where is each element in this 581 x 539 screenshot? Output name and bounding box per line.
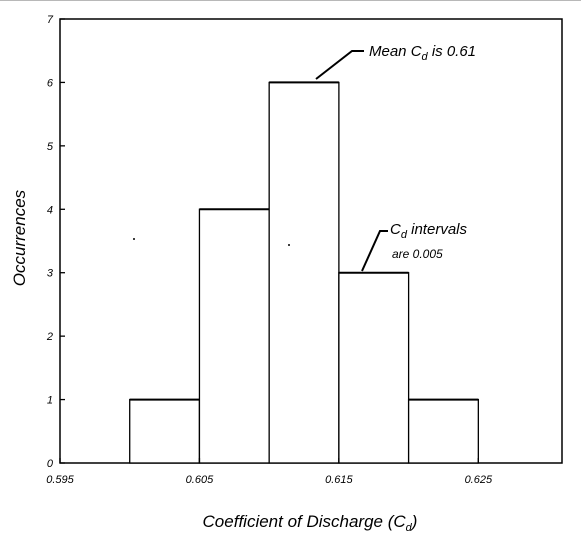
y-tick-label: 0 — [47, 458, 54, 470]
x-tick-label: 0.625 — [465, 474, 493, 486]
y-tick-label: 6 — [47, 77, 54, 89]
mean-annotation-leader — [315, 50, 364, 80]
x-axis-label-close: ) — [410, 512, 418, 531]
speck-dot — [288, 244, 290, 246]
y-tick-label: 2 — [46, 331, 53, 343]
y-ticks: 0 1 2 3 4 5 6 7 — [46, 14, 65, 470]
speck-dot — [133, 238, 135, 240]
interval-annotation-line1: Cd intervals — [390, 221, 467, 241]
y-axis-label: Occurrences — [10, 189, 29, 286]
interval-annotation-leader — [361, 230, 388, 272]
y-tick-label: 3 — [47, 268, 54, 280]
interval-annotation-line2: are 0.005 — [392, 247, 443, 261]
histogram-bar — [407, 398, 479, 464]
x-tick-label: 0.615 — [325, 474, 353, 486]
y-tick-label: 4 — [47, 204, 53, 216]
x-tick-label: 0.595 — [46, 474, 74, 486]
histogram-bar — [268, 81, 340, 464]
y-tick-label: 1 — [47, 395, 53, 407]
x-axis-label-main: Coefficient of Discharge (C — [203, 512, 407, 531]
y-tick-label: 7 — [47, 14, 54, 26]
y-tick-label: 5 — [47, 141, 54, 153]
bars-layer — [129, 81, 479, 464]
x-axis-label-subscript: d — [406, 522, 413, 534]
x-axis-label: Coefficient of Discharge (Cd) — [203, 512, 418, 534]
histogram-bar — [338, 272, 410, 464]
histogram-bar — [129, 398, 201, 464]
mean-annotation: Mean Cd is 0.61 — [369, 43, 476, 63]
x-tick-label: 0.605 — [186, 474, 214, 486]
x-ticks: 0.595 0.605 0.615 0.625 — [46, 458, 493, 486]
histogram-bar — [198, 208, 270, 464]
